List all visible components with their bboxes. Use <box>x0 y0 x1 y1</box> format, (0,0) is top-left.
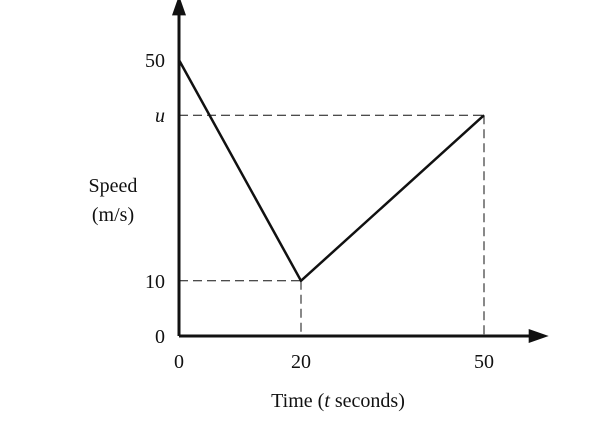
x-tick-label-50: 50 <box>474 351 494 373</box>
y-axis-label-line2: (m/s) <box>92 204 134 226</box>
y-tick-label-0: 0 <box>155 326 165 348</box>
x-tick-label-0: 0 <box>174 351 184 373</box>
y-tick-label-10: 10 <box>145 271 165 293</box>
x-axis-label-start: Time ( <box>271 390 325 412</box>
x-tick-label-20: 20 <box>291 351 311 373</box>
x-axis-label-variable: t <box>324 390 330 412</box>
series <box>177 59 485 283</box>
tick-labels: 0 20 50 0 10 u 50 <box>145 50 494 373</box>
x-axis-label: Time (t seconds) <box>271 390 405 412</box>
y-axis-label-line1: Speed <box>89 175 138 197</box>
y-axis-arrowhead <box>172 0 186 16</box>
series-line-0 <box>177 59 485 283</box>
y-tick-label-50: 50 <box>145 50 165 72</box>
y-tick-label-40: u <box>155 105 165 127</box>
x-axis-arrowhead <box>528 329 549 343</box>
guide-lines <box>179 114 485 336</box>
x-axis-label-end: seconds) <box>330 390 405 412</box>
axes <box>172 0 549 343</box>
